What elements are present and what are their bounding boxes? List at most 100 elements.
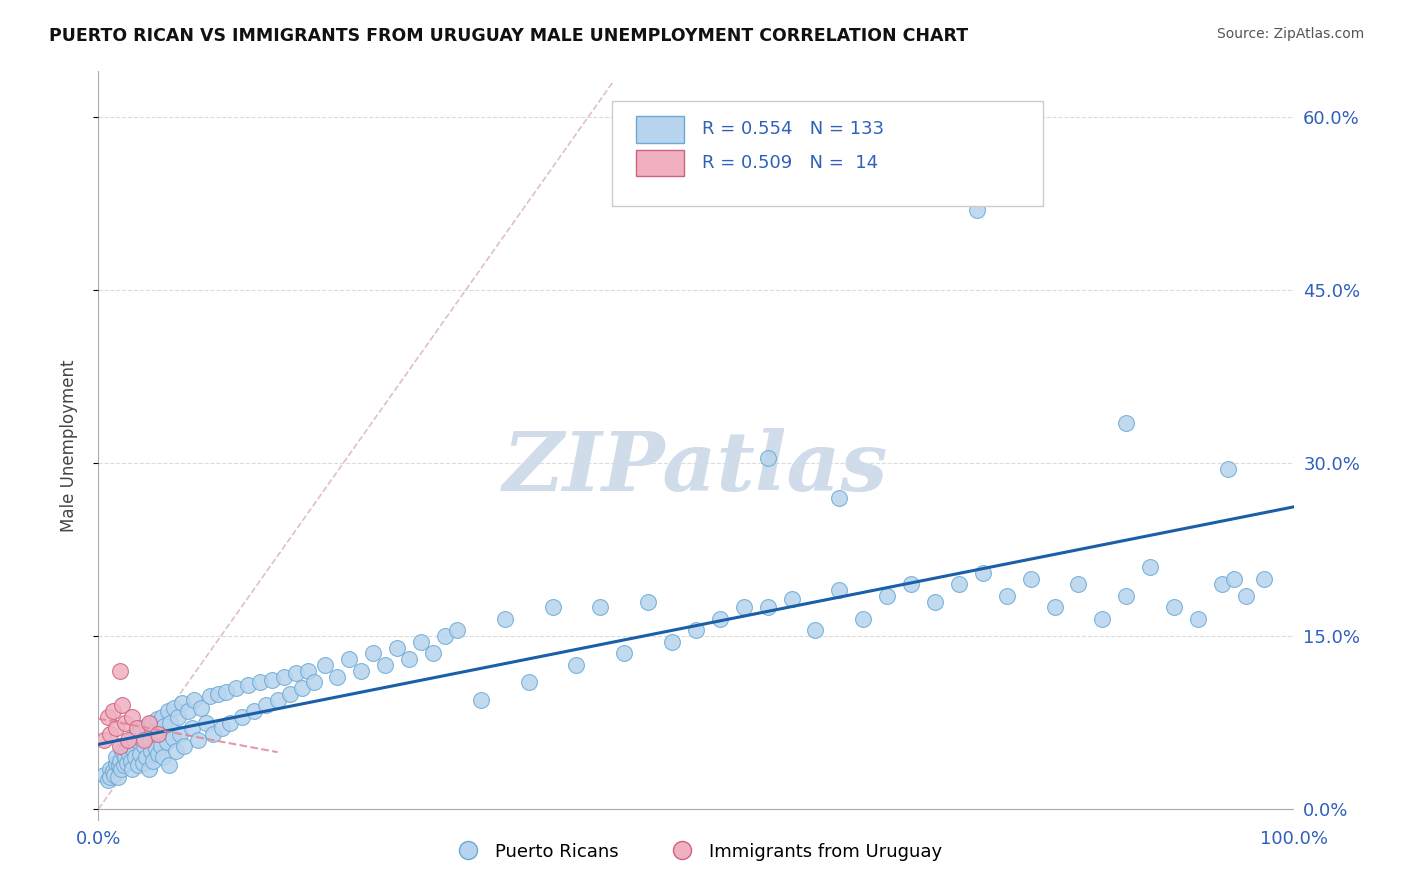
Point (115, 756, 138, 770)
Point (211, 722, 233, 736)
Point (374, 658, 396, 673)
Point (236, 678, 259, 692)
Point (1223, 572, 1246, 586)
Point (105, 750, 128, 764)
Point (948, 577, 970, 591)
Point (129, 747, 152, 761)
Point (124, 750, 146, 764)
Point (187, 733, 209, 747)
Point (260, 673, 283, 687)
Point (972, 566, 994, 580)
Point (589, 600, 612, 615)
Point (97, 773, 120, 788)
Point (1043, 600, 1066, 615)
Point (131, 756, 153, 770)
Point (291, 681, 314, 695)
Point (108, 754, 131, 768)
Point (243, 704, 266, 718)
Point (139, 733, 162, 747)
Point (219, 715, 242, 730)
Point (114, 715, 136, 730)
Point (249, 675, 271, 690)
Text: Source: ZipAtlas.com: Source: ZipAtlas.com (1216, 27, 1364, 41)
Point (152, 750, 174, 764)
Point (139, 744, 162, 758)
Point (156, 704, 179, 718)
Point (107, 758, 129, 772)
Point (136, 719, 159, 733)
Point (284, 666, 307, 681)
Point (190, 700, 212, 714)
Point (900, 577, 922, 591)
Point (120, 754, 142, 768)
Point (128, 735, 150, 749)
Point (121, 735, 143, 749)
Point (924, 594, 946, 608)
Point (141, 715, 163, 730)
Point (145, 742, 167, 756)
FancyBboxPatch shape (637, 116, 685, 143)
Point (117, 739, 139, 753)
Point (828, 491, 851, 505)
Point (756, 600, 779, 615)
Point (148, 747, 170, 761)
Point (278, 687, 301, 701)
Point (167, 710, 190, 724)
Point (180, 722, 202, 736)
Point (138, 762, 160, 776)
Point (93, 733, 115, 747)
Text: R = 0.554   N = 133: R = 0.554 N = 133 (702, 120, 884, 138)
Point (134, 731, 156, 745)
Point (385, 640, 409, 655)
Point (115, 742, 138, 756)
Point (339, 652, 361, 666)
Point (108, 664, 131, 678)
Point (541, 600, 564, 615)
Point (122, 731, 145, 745)
Point (155, 735, 177, 749)
Point (302, 675, 325, 690)
Legend: Puerto Ricans, Immigrants from Uruguay: Puerto Ricans, Immigrants from Uruguay (443, 836, 949, 868)
Point (177, 704, 200, 718)
Point (173, 739, 195, 753)
Point (1115, 416, 1137, 430)
Point (135, 750, 157, 764)
Point (828, 583, 851, 598)
Point (565, 658, 588, 673)
Point (162, 731, 184, 745)
Point (97, 710, 120, 724)
Point (470, 692, 492, 706)
FancyBboxPatch shape (613, 102, 1043, 206)
Point (1067, 577, 1090, 591)
Point (494, 612, 516, 626)
Point (108, 739, 131, 753)
Point (1253, 572, 1275, 586)
Point (121, 762, 143, 776)
Point (150, 710, 173, 724)
Point (804, 624, 827, 638)
Point (446, 624, 468, 638)
Point (124, 744, 146, 758)
Point (127, 758, 149, 772)
Point (254, 698, 277, 713)
Point (98, 770, 122, 784)
Point (132, 733, 155, 747)
Point (1211, 577, 1233, 591)
Point (103, 767, 125, 781)
Point (198, 689, 221, 703)
Point (1163, 600, 1185, 615)
Point (225, 681, 247, 695)
Point (107, 770, 129, 784)
Point (163, 700, 186, 714)
Point (685, 624, 707, 638)
Point (101, 704, 124, 718)
Point (215, 684, 238, 698)
FancyBboxPatch shape (637, 150, 685, 177)
Point (661, 635, 683, 649)
Point (1234, 589, 1257, 603)
Text: ZIPatlas: ZIPatlas (503, 428, 889, 508)
Point (172, 696, 194, 710)
Point (1019, 572, 1042, 586)
Point (93, 767, 115, 781)
Point (995, 589, 1018, 603)
